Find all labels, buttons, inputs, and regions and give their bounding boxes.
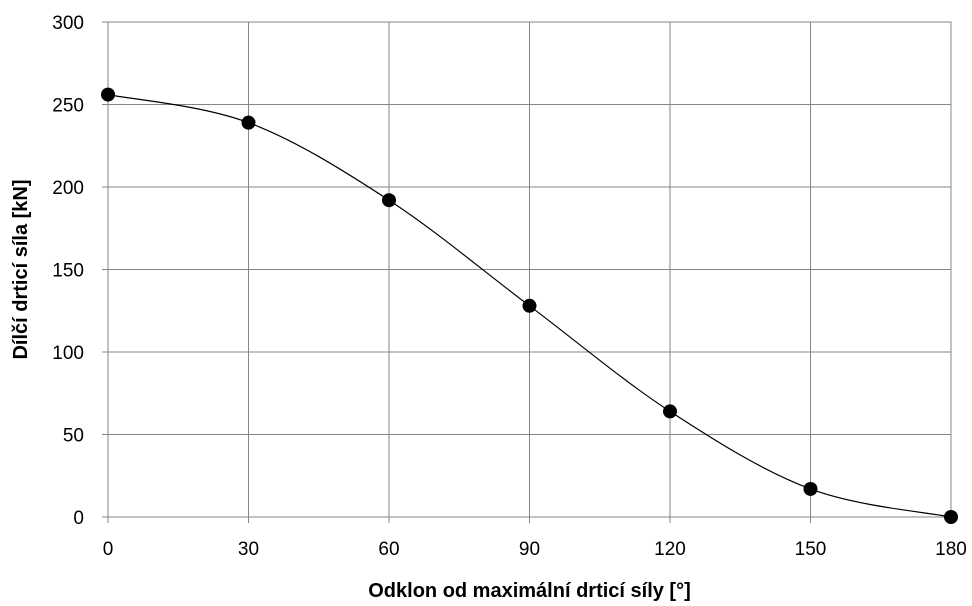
- y-tick-label: 50: [63, 426, 84, 447]
- x-tick-label: 180: [935, 539, 967, 560]
- x-tick-label: 30: [238, 539, 259, 560]
- y-tick-label: 200: [52, 178, 84, 199]
- x-tick-label: 150: [795, 539, 827, 560]
- x-tick-label: 90: [519, 539, 540, 560]
- x-axis-title: Odklon od maximální drticí síly [°]: [368, 580, 691, 602]
- data-point: [241, 115, 256, 130]
- y-tick-label: 100: [52, 343, 84, 364]
- y-axis-tick-labels: 0 50 100 150 200 250 300: [52, 13, 84, 529]
- data-point: [382, 193, 396, 208]
- data-point: [663, 404, 677, 419]
- y-tick-label: 300: [52, 13, 84, 34]
- grid: [102, 21, 952, 523]
- data-point: [101, 87, 115, 102]
- x-tick-label: 120: [654, 539, 686, 560]
- series-points: [101, 87, 958, 524]
- y-tick-label: 250: [52, 96, 84, 117]
- y-tick-label: 0: [73, 508, 84, 529]
- x-tick-label: 0: [103, 539, 114, 560]
- data-point: [803, 481, 818, 496]
- y-tick-label: 150: [52, 261, 84, 282]
- data-point: [944, 510, 958, 524]
- x-tick-label: 60: [378, 539, 399, 560]
- plot-area: [107, 21, 952, 518]
- x-axis-tick-labels: 0 30 60 90 120 150 180: [103, 539, 967, 560]
- y-axis-title: Dílčí drticí síla [kN]: [10, 179, 32, 359]
- data-point: [522, 298, 537, 313]
